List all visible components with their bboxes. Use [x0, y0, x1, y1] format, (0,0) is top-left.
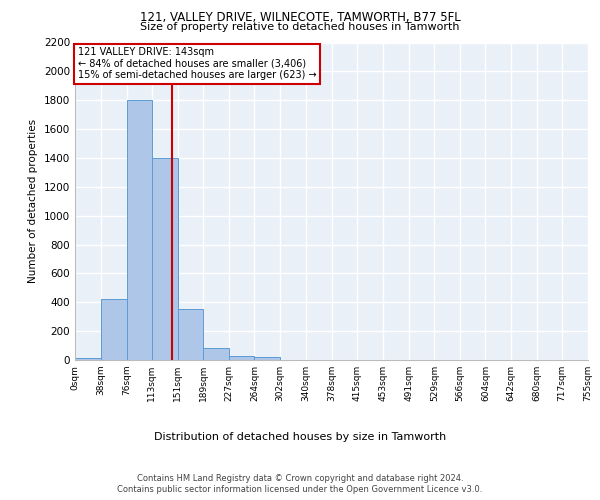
Text: Contains public sector information licensed under the Open Government Licence v3: Contains public sector information licen… — [118, 485, 482, 494]
Text: Distribution of detached houses by size in Tamworth: Distribution of detached houses by size … — [154, 432, 446, 442]
Text: 121, VALLEY DRIVE, WILNECOTE, TAMWORTH, B77 5FL: 121, VALLEY DRIVE, WILNECOTE, TAMWORTH, … — [140, 11, 460, 24]
Bar — [75, 358, 101, 360]
Bar — [178, 310, 203, 360]
Bar — [203, 348, 229, 360]
Text: 121 VALLEY DRIVE: 143sqm
← 84% of detached houses are smaller (3,406)
15% of sem: 121 VALLEY DRIVE: 143sqm ← 84% of detach… — [77, 48, 316, 80]
Text: Contains HM Land Registry data © Crown copyright and database right 2024.: Contains HM Land Registry data © Crown c… — [137, 474, 463, 483]
Bar — [229, 356, 254, 360]
Bar — [127, 100, 152, 360]
Bar — [101, 300, 127, 360]
Y-axis label: Number of detached properties: Number of detached properties — [28, 119, 38, 284]
Bar — [152, 158, 178, 360]
Bar — [254, 357, 280, 360]
Text: Size of property relative to detached houses in Tamworth: Size of property relative to detached ho… — [140, 22, 460, 32]
